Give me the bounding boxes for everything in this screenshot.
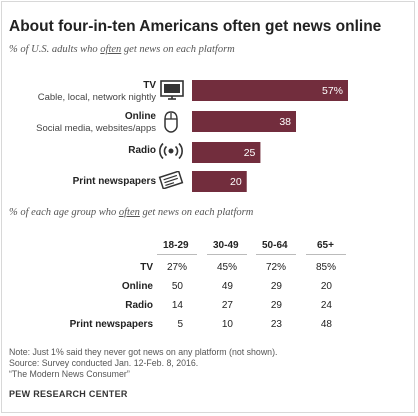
table-col-header: 50-64 (262, 240, 288, 251)
source-text: Source: Survey conducted Jan. 12-Feb. 8,… (9, 358, 199, 368)
platform-description: Social media, websites/apps (36, 123, 156, 134)
platform-label-tv: TV Cable, local, network nightly (38, 80, 156, 104)
table-cell: 45% (216, 262, 237, 273)
computer-mouse-icon (164, 111, 178, 133)
subtitle-emphasis: often (100, 44, 122, 55)
subtitle-emphasis: often (118, 207, 140, 218)
note-text: Note: Just 1% said they never got news o… (9, 347, 278, 357)
table-col-header: 18-29 (163, 240, 189, 251)
table-row-label: Print newspapers (69, 319, 153, 330)
platform-name: TV (143, 80, 156, 91)
table-cell: 27% (166, 262, 187, 273)
tv-icon (160, 80, 184, 100)
platform-name: Radio (128, 145, 156, 156)
bar-value-label: 38 (279, 116, 291, 128)
table-cell: 23 (270, 319, 282, 330)
bar-value-label: 25 (244, 147, 256, 159)
table-cell: 27 (221, 300, 233, 311)
header-underline (256, 254, 296, 255)
source-organization: PEW RESEARCH CENTER (9, 389, 128, 399)
table-subtitle: % of each age group who often get news o… (9, 207, 253, 218)
table-cell: 10 (221, 319, 233, 330)
subtitle-text: % of U.S. adults who (9, 44, 101, 55)
radio-waves-icon (159, 142, 183, 160)
table-cell: 72% (265, 262, 286, 273)
bar-online (192, 111, 296, 132)
table-cell: 49 (221, 281, 233, 292)
bar-chart-subtitle: % of U.S. adults who often get news on e… (9, 44, 235, 55)
header-underline (157, 254, 197, 255)
header-underline (306, 254, 346, 255)
table-cell: 85% (315, 262, 336, 273)
table-row-label: Radio (125, 300, 153, 311)
bar-chart: 57% 38 25 20 (192, 80, 348, 192)
platform-label-radio: Radio (128, 145, 156, 157)
table-col-header: 65+ (317, 240, 334, 251)
bar-value-label: 20 (230, 176, 242, 188)
platform-label-print: Print newspapers (73, 176, 156, 188)
table-cell: 14 (171, 300, 183, 311)
table-cell: 29 (270, 300, 282, 311)
newspaper-icon (158, 171, 184, 189)
bar-tv (192, 80, 348, 101)
bar-print-newspapers (192, 171, 247, 192)
header-underline (207, 254, 247, 255)
table-cell: 50 (171, 281, 183, 292)
platform-description: Cable, local, network nightly (37, 92, 156, 103)
chart-title: About four-in-ten Americans often get ne… (9, 18, 382, 35)
table-cell: 29 (270, 281, 282, 292)
table-cell: 48 (320, 319, 332, 330)
bar-radio (192, 142, 261, 163)
subtitle-text: get news on each platform (139, 207, 254, 218)
table-col-header: 30-49 (213, 240, 239, 251)
platform-label-online: Online Social media, websites/apps (36, 111, 156, 135)
report-title: “The Modern News Consumer” (9, 369, 130, 379)
table-cell: 24 (320, 300, 332, 311)
table-cell: 5 (177, 319, 183, 330)
platform-name: Online (124, 111, 156, 122)
table-row-label: TV (140, 262, 153, 273)
table-row-label: Online (121, 281, 153, 292)
bar-value-label: 57% (322, 85, 343, 97)
subtitle-text: get news on each platform (121, 44, 235, 55)
table-cell: 20 (320, 281, 332, 292)
platform-name: Print newspapers (72, 176, 156, 187)
subtitle-text: % of each age group who (9, 207, 119, 218)
